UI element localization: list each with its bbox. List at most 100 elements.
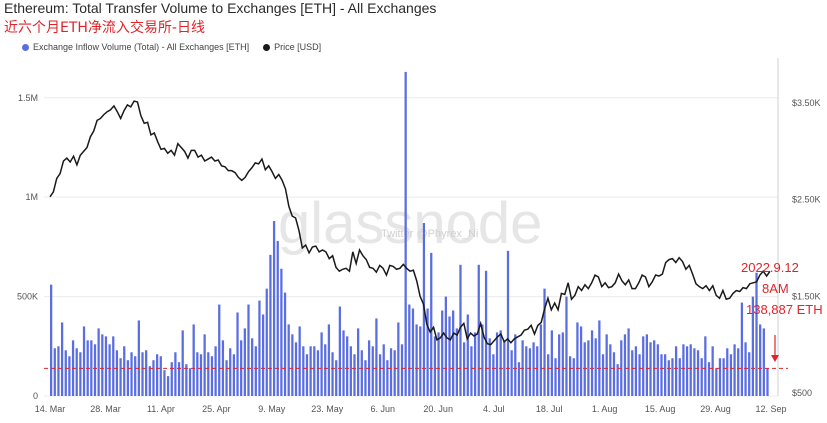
y-left-tick-label: 500K [17,292,38,302]
inflow-bar [430,252,433,396]
inflow-bar [737,348,740,396]
inflow-bar [400,344,404,396]
inflow-bar [159,356,162,396]
inflow-bar [104,336,108,396]
y-axis-right: $500 $1.50K $2.50K $3.50K [792,98,821,398]
inflow-bar [112,336,115,396]
inflow-bar [225,360,228,396]
inflow-bar [700,358,703,396]
legend-item-inflow[interactable]: Exchange Inflow Volume (Total) - All Exc… [22,42,249,52]
inflow-bar [364,360,367,396]
inflow-bar [137,320,140,396]
x-tick-label: 20. Jun [423,404,453,414]
inflow-bar [459,264,462,396]
inflow-bar [335,360,338,396]
inflow-bar [711,346,714,396]
legend-inflow-label: Exchange Inflow Volume (Total) - All Exc… [33,42,250,52]
x-tick-label: 9. May [258,404,286,414]
inflow-bar [466,314,469,396]
inflow-bar [441,310,444,396]
inflow-bar [583,342,586,396]
inflow-bar [170,362,173,396]
inflow-bar [68,356,71,396]
inflow-bar [119,358,122,396]
inflow-bar [503,340,506,396]
inflow-bar [525,346,528,396]
x-tick-label: 25. Apr [202,404,231,414]
inflow-bar [645,334,649,396]
inflow-bar [218,304,221,396]
inflow-bar [590,330,594,396]
inflow-bar [152,360,155,396]
inflow-bar [82,326,86,396]
inflow-bar [294,342,298,396]
inflow-bar [729,354,733,396]
inflow-bar [141,352,144,396]
inflow-bar [126,360,130,396]
inflow-bar [448,316,451,396]
inflow-bar [751,296,754,396]
y-right-tick-label: $3.50K [792,98,821,108]
inflow-bar [298,326,301,396]
inflow-bar [93,344,97,396]
x-tick-label: 1. Aug [592,404,618,414]
inflow-bar [766,368,769,396]
inflow-bar [378,354,382,396]
inflow-bar [90,340,93,396]
inflow-bar [247,304,250,396]
inflow-bar [543,288,546,396]
inflow-bar [251,338,254,396]
inflow-bar [272,221,276,396]
inflow-bar [484,270,488,396]
inflow-bar [192,324,195,396]
inflow-bar [488,338,491,396]
inflow-bar [210,356,214,396]
inflow-bar [115,350,119,396]
inflow-bar [166,376,170,396]
inflow-bar [258,300,261,396]
annotation: 2022.9.12 8AM 138,887 ETH [741,260,823,362]
x-tick-label: 6. Jun [371,404,396,414]
inflow-bar [163,370,166,396]
inflow-bar [320,332,323,396]
inflow-bar [181,330,184,396]
inflow-bar [327,324,331,396]
inflow-bar [188,368,192,396]
inflow-bar [514,334,517,396]
inflow-bar [696,350,700,396]
inflow-bar [576,322,579,396]
inflow-bar [693,348,696,396]
inflow-bar [649,342,652,396]
inflow-bar [287,324,290,396]
inflow-bar [130,352,133,396]
inflow-bar [685,346,689,396]
inflow-bar [616,364,619,396]
inflow-bar [302,346,305,396]
inflow-bar [536,346,539,396]
inflow-bar [196,352,199,396]
inflow-bar [75,348,78,396]
inflow-bar [419,326,422,396]
inflow-bar [386,360,389,396]
inflow-bar [499,330,502,396]
inflow-bar [397,322,400,396]
watermark-handle: Twitter @Phyrex_Ni [381,228,478,240]
chart-subtitle: 近六个月ETH净流入交易所-日线 [4,20,205,36]
inflow-bar [667,360,670,396]
inflow-bar [101,334,104,396]
inflow-bar [656,344,659,396]
inflow-bar [473,332,477,396]
inflow-bar [283,292,287,396]
inflow-bar [704,336,707,396]
inflow-bar [587,340,590,396]
legend-item-price[interactable]: Price [USD] [263,42,321,52]
inflow-bar [664,354,667,396]
inflow-bar [342,330,345,396]
inflow-bar [415,324,418,396]
inflow-bar [305,354,309,396]
inflow-bar [60,322,64,396]
x-tick-label: 28. Mar [90,404,121,414]
inflow-bar [532,342,535,396]
inflow-bar [426,308,429,396]
